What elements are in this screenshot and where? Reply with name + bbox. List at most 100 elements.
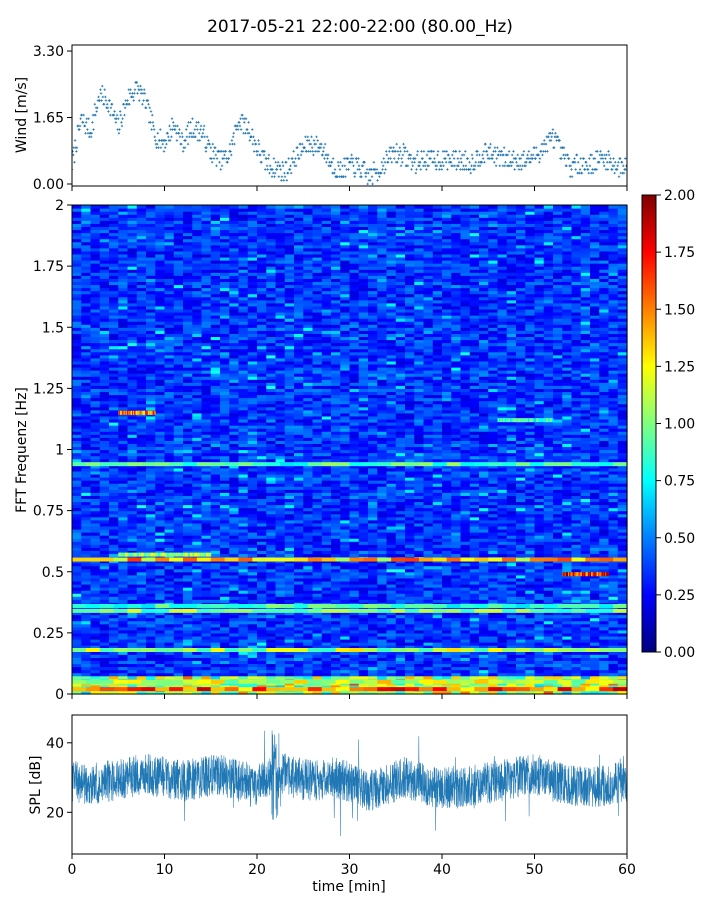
wind-point: [381, 164, 385, 168]
wind-point: [617, 161, 620, 164]
wind-point: [538, 157, 542, 160]
wind-point: [286, 171, 290, 175]
wind-point: [170, 135, 173, 139]
wind-point: [336, 161, 340, 164]
wind-point: [153, 135, 156, 139]
wind-point: [281, 161, 284, 164]
wind-point: [606, 161, 609, 164]
wind-point: [86, 128, 89, 131]
wind-point: [321, 153, 324, 157]
wind-point: [112, 113, 116, 117]
wind-point: [128, 103, 131, 106]
wind-point: [516, 153, 519, 157]
wind-point: [294, 157, 297, 160]
wind-point: [364, 175, 368, 178]
wind-point: [433, 161, 437, 164]
wind-point: [197, 121, 200, 124]
wind-point: [346, 157, 350, 160]
wind-point: [84, 121, 88, 124]
wind-point: [312, 139, 316, 142]
wind-point: [293, 161, 296, 164]
wind-point: [268, 164, 272, 168]
wind-point: [470, 153, 474, 157]
wind-point: [333, 171, 336, 175]
wind-point: [478, 164, 482, 168]
wind-point: [478, 153, 481, 157]
wind-point: [202, 128, 205, 131]
wind-point: [228, 142, 232, 146]
wind-point: [135, 81, 139, 84]
wind-point: [89, 135, 93, 139]
wind-point: [256, 153, 259, 157]
wind-point: [185, 135, 189, 139]
wind-point: [96, 106, 99, 110]
wind-point: [201, 132, 205, 135]
wind-point: [602, 161, 605, 164]
wind-point: [622, 164, 625, 168]
wind-point: [517, 168, 521, 171]
wind-point: [510, 153, 514, 157]
wind-point: [518, 164, 522, 168]
wind-point: [247, 132, 251, 135]
wind-point: [440, 168, 443, 171]
wind-point: [243, 121, 246, 124]
wind-point: [199, 124, 203, 128]
wind-point: [159, 128, 162, 131]
wind-point: [278, 164, 282, 168]
wind-point: [227, 157, 231, 160]
wind-point: [397, 157, 400, 160]
wind-point: [577, 161, 580, 164]
wind-x-ticks: [71, 186, 628, 191]
wind-point: [259, 153, 262, 157]
wind-point: [109, 113, 112, 117]
wind-point: [347, 168, 350, 171]
wind-point: [327, 153, 330, 157]
wind-point: [581, 164, 584, 168]
wind-point: [208, 142, 211, 146]
wind-point: [441, 161, 444, 164]
wind-point: [180, 142, 183, 146]
wind-point: [452, 157, 456, 160]
wind-point: [446, 168, 449, 171]
wind-point: [409, 153, 413, 157]
wind-point: [389, 157, 392, 160]
wind-point: [186, 124, 189, 128]
wind-point: [131, 95, 135, 99]
wind-point: [239, 128, 243, 131]
wind-point: [588, 164, 592, 168]
wind-point: [132, 99, 135, 102]
wind-point: [126, 99, 129, 102]
wind-point: [289, 171, 293, 175]
wind-point: [314, 142, 318, 146]
wind-point: [469, 171, 473, 175]
wind-point: [123, 106, 127, 110]
wind-point: [406, 164, 410, 168]
wind-point: [322, 146, 326, 149]
wind-point: [155, 142, 159, 146]
wind-point: [108, 99, 111, 102]
wind-point: [385, 153, 389, 157]
wind-point: [454, 150, 458, 153]
wind-point: [378, 175, 381, 178]
figure-title: 2017-05-21 22:00-22:00 (80.00_Hz): [207, 17, 513, 37]
wind-point: [115, 113, 119, 117]
wind-point: [220, 164, 224, 168]
wind-point: [424, 161, 427, 164]
wind-point: [601, 157, 605, 160]
wind-point: [75, 146, 79, 149]
wind-point: [326, 157, 329, 160]
wind-point: [252, 150, 256, 153]
wind-point: [95, 110, 98, 113]
wind-point: [273, 171, 277, 175]
wind-point: [224, 150, 227, 153]
wind-point: [350, 153, 353, 157]
wind-point: [260, 161, 263, 164]
wind-point: [432, 150, 435, 153]
wind-point: [144, 106, 148, 110]
wind-point: [470, 164, 473, 168]
wind-point: [110, 103, 114, 106]
wind-point: [563, 157, 566, 160]
wind-point: [180, 132, 184, 135]
wind-point: [270, 175, 274, 178]
